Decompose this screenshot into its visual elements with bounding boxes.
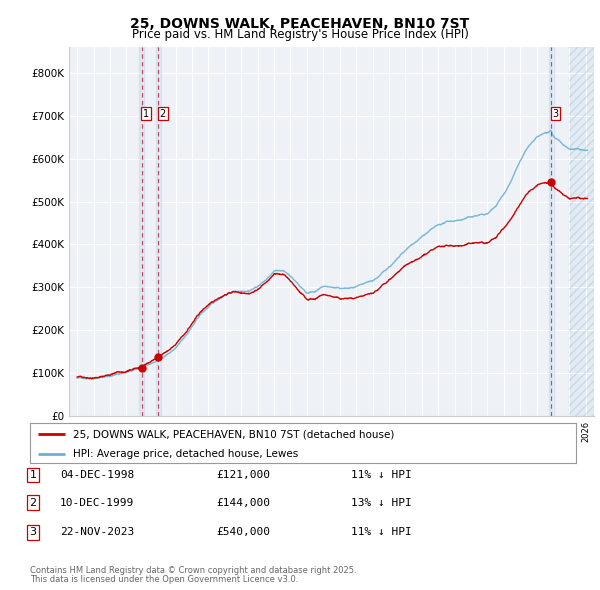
Text: 2: 2 bbox=[160, 109, 166, 119]
Text: 1: 1 bbox=[143, 109, 149, 119]
Text: Price paid vs. HM Land Registry's House Price Index (HPI): Price paid vs. HM Land Registry's House … bbox=[131, 28, 469, 41]
Text: 25, DOWNS WALK, PEACEHAVEN, BN10 7ST: 25, DOWNS WALK, PEACEHAVEN, BN10 7ST bbox=[130, 17, 470, 31]
Text: 04-DEC-1998: 04-DEC-1998 bbox=[60, 470, 134, 480]
Text: HPI: Average price, detached house, Lewes: HPI: Average price, detached house, Lewe… bbox=[73, 450, 298, 460]
Text: 1: 1 bbox=[29, 470, 37, 480]
Text: £121,000: £121,000 bbox=[216, 470, 270, 480]
Bar bbox=[569, 47, 594, 416]
Text: £540,000: £540,000 bbox=[216, 527, 270, 537]
Bar bbox=[139, 47, 144, 416]
Text: 25, DOWNS WALK, PEACEHAVEN, BN10 7ST (detached house): 25, DOWNS WALK, PEACEHAVEN, BN10 7ST (de… bbox=[73, 430, 394, 440]
Text: 13% ↓ HPI: 13% ↓ HPI bbox=[351, 498, 412, 507]
Text: Contains HM Land Registry data © Crown copyright and database right 2025.: Contains HM Land Registry data © Crown c… bbox=[30, 566, 356, 575]
Text: 2: 2 bbox=[29, 498, 37, 507]
Text: 22-NOV-2023: 22-NOV-2023 bbox=[60, 527, 134, 537]
Bar bbox=[156, 47, 161, 416]
Text: 3: 3 bbox=[553, 109, 559, 119]
Text: This data is licensed under the Open Government Licence v3.0.: This data is licensed under the Open Gov… bbox=[30, 575, 298, 584]
Text: 10-DEC-1999: 10-DEC-1999 bbox=[60, 498, 134, 507]
Bar bbox=[549, 47, 554, 416]
Text: £144,000: £144,000 bbox=[216, 498, 270, 507]
Text: 11% ↓ HPI: 11% ↓ HPI bbox=[351, 470, 412, 480]
Text: 11% ↓ HPI: 11% ↓ HPI bbox=[351, 527, 412, 537]
Bar bbox=[569, 47, 594, 416]
Text: 3: 3 bbox=[29, 527, 37, 537]
